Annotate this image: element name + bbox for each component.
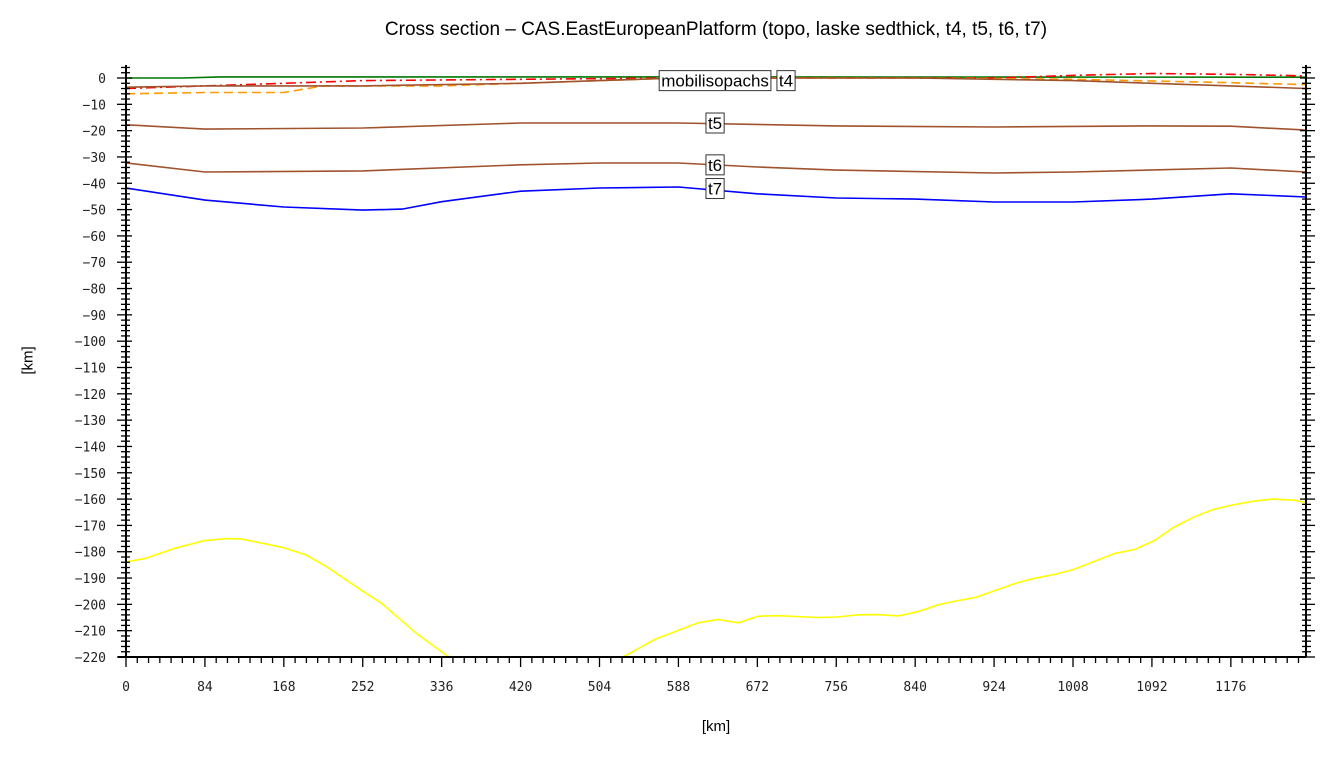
x-tick-label: 420 bbox=[509, 680, 532, 695]
y-tick-label: −10 bbox=[83, 98, 106, 113]
x-tick-label: 924 bbox=[982, 680, 1006, 695]
series-label-t5: t5 bbox=[705, 112, 725, 134]
series-label-text: t6 bbox=[708, 156, 722, 175]
x-tick-label: 168 bbox=[272, 680, 295, 695]
series-label-box bbox=[705, 112, 725, 134]
series-label-box bbox=[776, 70, 796, 92]
series-label-text: t4 bbox=[779, 72, 793, 91]
x-tick-label: 0 bbox=[122, 680, 130, 695]
x-tick-label: 336 bbox=[430, 680, 453, 695]
y-tick-label: −110 bbox=[75, 362, 106, 377]
y-tick-label: −100 bbox=[75, 335, 106, 350]
y-tick-label: −20 bbox=[83, 125, 106, 140]
y-tick-label: −210 bbox=[75, 625, 106, 640]
series-line-series-7-seg0 bbox=[125, 537, 450, 658]
x-tick-label: 588 bbox=[667, 680, 690, 695]
y-tick-label: −40 bbox=[83, 177, 106, 192]
series-label-box bbox=[705, 154, 725, 176]
series-label-t4: t4 bbox=[776, 70, 796, 92]
series-layer bbox=[125, 72, 1307, 658]
series-label-t6: t6 bbox=[705, 154, 725, 176]
y-tick-label: −200 bbox=[75, 598, 106, 613]
y-tick-label: −30 bbox=[83, 151, 106, 166]
x-tick-label: 252 bbox=[351, 680, 374, 695]
y-tick-label: −220 bbox=[75, 651, 106, 666]
y-tick-label: −180 bbox=[75, 546, 106, 561]
x-tick-label: 840 bbox=[903, 680, 926, 695]
series-label-box bbox=[658, 70, 772, 92]
series-label-mobilisopachs: mobilisopachs bbox=[658, 70, 772, 92]
y-tick-label: −150 bbox=[75, 467, 106, 482]
y-tick-label: −140 bbox=[75, 440, 106, 455]
series-line-series-7-seg1 bbox=[622, 498, 1307, 658]
y-tick-label: −130 bbox=[75, 414, 106, 429]
x-tick-label: 504 bbox=[588, 680, 612, 695]
x-tick-label: 1176 bbox=[1215, 680, 1246, 695]
x-tick-label: 756 bbox=[825, 680, 848, 695]
series-label-text: mobilisopachs bbox=[661, 72, 769, 91]
series-label-text: t5 bbox=[708, 114, 722, 133]
series-line-t5 bbox=[125, 122, 1307, 131]
y-tick-label: −190 bbox=[75, 572, 106, 587]
x-tick-label: 1008 bbox=[1057, 680, 1088, 695]
x-axis-label: [km] bbox=[701, 718, 731, 735]
y-tick-label: −90 bbox=[83, 309, 106, 324]
x-tick-label: 1092 bbox=[1136, 680, 1167, 695]
y-tick-label: −80 bbox=[83, 283, 106, 298]
x-tick-label: 672 bbox=[746, 680, 769, 695]
chart-title: Cross section – CAS.EastEuropeanPlatform… bbox=[384, 19, 1048, 40]
axes-layer: 0 −10 −20 −30 −40 −50 −60 −70 −80 −90 −100 −110 −120… bbox=[75, 65, 1315, 695]
y-tick-label: 0 bbox=[98, 72, 106, 87]
y-tick-label: −170 bbox=[75, 519, 106, 534]
series-line-t7 bbox=[125, 186, 1307, 211]
x-tick-label: 84 bbox=[197, 680, 213, 695]
series-label-text: t7 bbox=[708, 180, 722, 199]
y-tick-label: −160 bbox=[75, 493, 106, 508]
series-label-box bbox=[705, 178, 725, 200]
y-tick-label: −120 bbox=[75, 388, 106, 403]
series-labels: mobilisopachs t4 t5 t6 t7 bbox=[658, 70, 796, 200]
y-tick-label: −60 bbox=[83, 230, 106, 245]
series-line-series-0 bbox=[126, 76, 1307, 79]
y-tick-label: −70 bbox=[83, 256, 106, 271]
y-tick-label: −50 bbox=[83, 204, 106, 219]
series-label-t7: t7 bbox=[705, 178, 725, 200]
